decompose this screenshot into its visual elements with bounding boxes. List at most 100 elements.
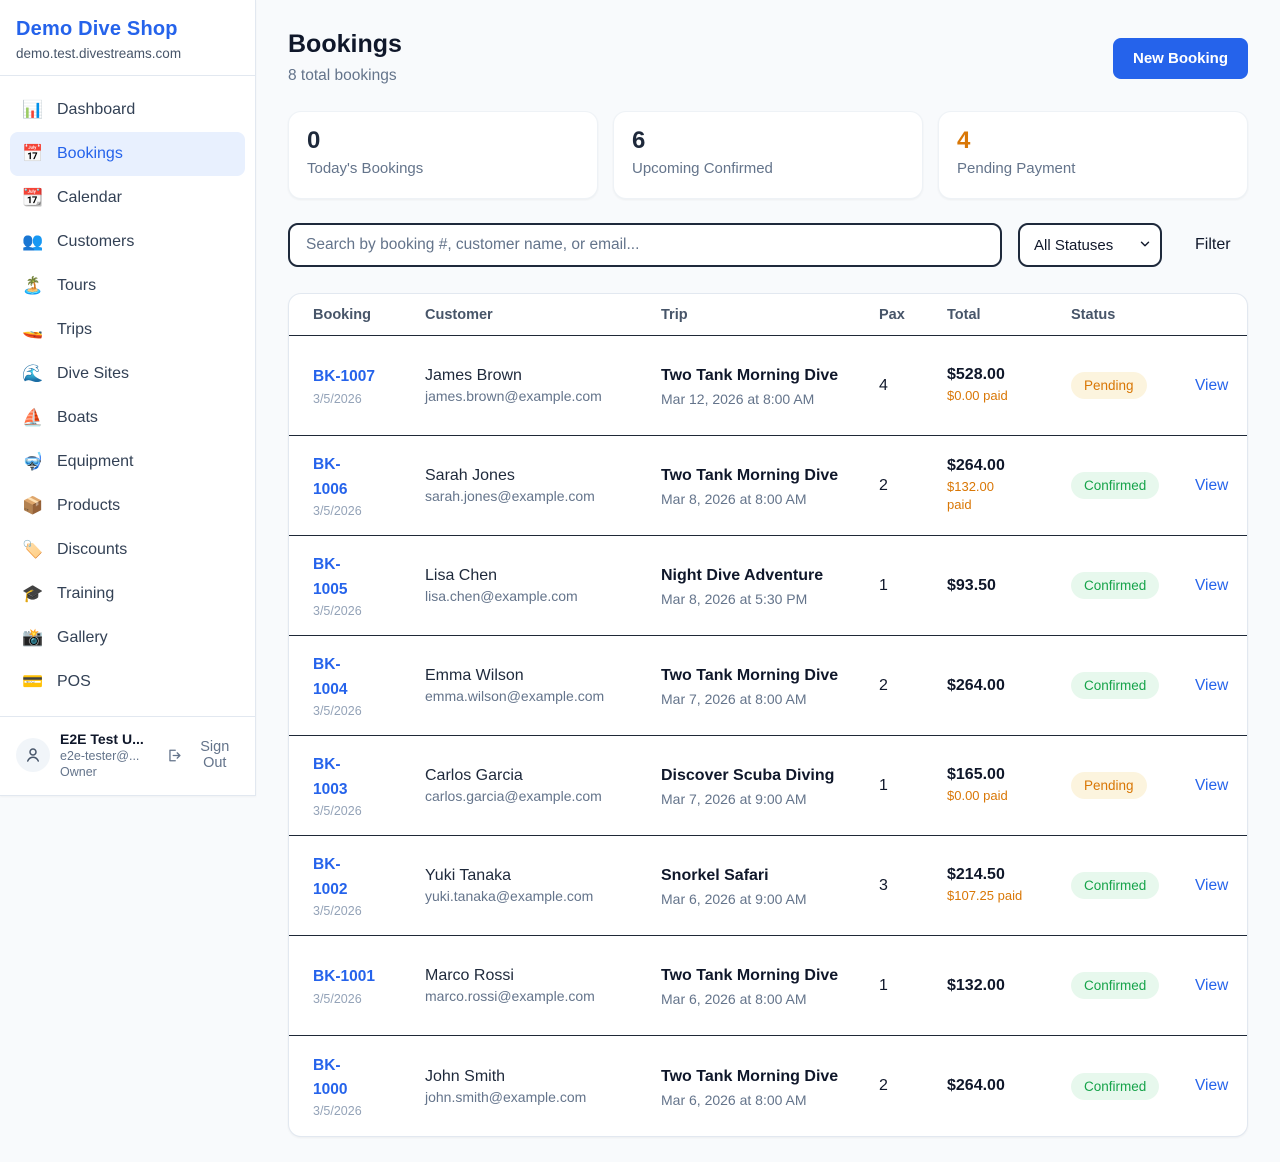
booking-date: 3/5/2026 [313, 803, 362, 818]
booking-date: 3/5/2026 [313, 503, 362, 518]
customer-name: Emma Wilson [425, 667, 524, 684]
view-link[interactable]: View [1195, 476, 1229, 494]
booking-id-link[interactable]: BK- 1003 [313, 756, 348, 798]
booking-id-link[interactable]: BK- 1006 [313, 456, 348, 498]
view-link[interactable]: View [1195, 376, 1229, 394]
sidebar-item-dashboard[interactable]: 📊 Dashboard [10, 88, 245, 132]
trip-cell: Two Tank Morning Dive Mar 6, 2026 at 8:0… [661, 964, 879, 1007]
tag-icon: 🏷️ [22, 540, 44, 559]
sidebar-item-dive-sites[interactable]: 🌊 Dive Sites [10, 352, 245, 396]
sidebar-item-label: Discounts [57, 541, 128, 558]
table-row: BK- 1004 3/5/2026 Emma Wilson emma.wilso… [289, 636, 1247, 736]
sidebar-item-label: Dashboard [57, 101, 136, 118]
sidebar-item-products[interactable]: 📦 Products [10, 484, 245, 528]
total-amount: $528.00 [947, 365, 1005, 383]
total-cell: $132.00 [947, 977, 1071, 995]
table-row: BK- 1005 3/5/2026 Lisa Chen lisa.chen@ex… [289, 536, 1247, 636]
sidebar-item-trips[interactable]: 🚤 Trips [10, 308, 245, 352]
filter-button[interactable]: Filter [1195, 236, 1231, 253]
col-header-customer: Customer [425, 306, 493, 323]
total-amount: $93.50 [947, 576, 996, 594]
status-select[interactable]: All Statuses [1018, 223, 1162, 267]
sidebar-item-training[interactable]: 🎓 Training [10, 572, 245, 616]
search-input[interactable] [288, 223, 1002, 267]
sidebar-item-pos[interactable]: 💳 POS [10, 660, 245, 704]
view-link[interactable]: View [1195, 576, 1229, 594]
trip-cell: Snorkel Safari Mar 6, 2026 at 9:00 AM [661, 864, 879, 907]
sidebar-item-label: Gallery [57, 629, 108, 646]
booking-date: 3/5/2026 [313, 603, 362, 618]
status-cell: Pending [1071, 372, 1195, 399]
view-link[interactable]: View [1195, 776, 1229, 794]
view-link[interactable]: View [1195, 676, 1229, 694]
booking-cell: BK- 1000 3/5/2026 [313, 1054, 425, 1118]
stat-label: Today's Bookings [307, 159, 424, 177]
tear-off-calendar-icon: 📆 [22, 188, 44, 207]
total-amount: $132.00 [947, 976, 1005, 994]
booking-id-link[interactable]: BK- 1004 [313, 656, 348, 698]
trip-name: Two Tank Morning Dive [661, 467, 839, 484]
booking-cell: BK- 1002 3/5/2026 [313, 853, 425, 917]
trip-cell: Two Tank Morning Dive Mar 7, 2026 at 8:0… [661, 664, 879, 707]
sidebar: Demo Dive Shop demo.test.divestreams.com… [0, 0, 256, 796]
paid-amount: $132.00 paid [947, 478, 994, 512]
view-link[interactable]: View [1195, 1077, 1229, 1094]
booking-id-link[interactable]: BK-1007 [313, 368, 376, 386]
booking-date: 3/5/2026 [313, 1104, 362, 1119]
table-row: BK-1007 3/5/2026 James Brown james.brown… [289, 336, 1247, 436]
customer-email: sarah.jones@example.com [425, 488, 595, 504]
stat-value: 0 [307, 127, 321, 154]
total-cell: $165.00 $0.00 paid [947, 766, 1071, 805]
sidebar-item-label: Trips [57, 321, 92, 338]
sidebar-item-boats[interactable]: ⛵ Boats [10, 396, 245, 440]
trip-datetime: Mar 6, 2026 at 8:00 AM [661, 1091, 807, 1108]
user-name: E2E Test U... [60, 731, 144, 747]
trip-datetime: Mar 7, 2026 at 8:00 AM [661, 691, 807, 707]
customer-cell: Lisa Chen lisa.chen@example.com [425, 567, 661, 604]
booking-id-link[interactable]: BK- 1002 [313, 856, 348, 898]
trip-cell: Two Tank Morning Dive Mar 8, 2026 at 8:0… [661, 464, 879, 507]
total-cell: $528.00 $0.00 paid [947, 366, 1071, 405]
booking-id-link[interactable]: BK- 1000 [313, 1056, 348, 1098]
table-row: BK-1001 3/5/2026 Marco Rossi marco.rossi… [289, 936, 1247, 1036]
view-link[interactable]: View [1195, 876, 1229, 894]
package-icon: 📦 [22, 496, 44, 515]
total-cell: $264.00 [947, 677, 1071, 695]
total-cell: $264.00 $132.00 paid [947, 457, 1071, 514]
booking-cell: BK-1007 3/5/2026 [313, 365, 425, 405]
total-amount: $214.50 [947, 865, 1005, 883]
customer-email: lisa.chen@example.com [425, 588, 578, 604]
sidebar-item-customers[interactable]: 👥 Customers [10, 220, 245, 264]
sidebar-item-label: Dive Sites [57, 365, 130, 382]
sidebar-item-calendar[interactable]: 📆 Calendar [10, 176, 245, 220]
user-email: e2e-tester@... [60, 749, 140, 763]
sidebar-nav: 📊 Dashboard 📅 Bookings 📆 Calendar 👥 Customers 🏝️… [0, 76, 255, 716]
booking-id-link[interactable]: BK-1001 [313, 968, 376, 986]
brand-name: Demo Dive Shop [16, 18, 178, 40]
avatar [16, 738, 50, 772]
sidebar-item-label: Bookings [57, 145, 123, 162]
brand-block: Demo Dive Shop demo.test.divestreams.com [0, 0, 255, 76]
view-link[interactable]: View [1195, 976, 1229, 994]
sign-out-button[interactable]: Sign Out [166, 739, 241, 771]
status-badge: Confirmed [1071, 872, 1160, 899]
sidebar-item-discounts[interactable]: 🏷️ Discounts [10, 528, 245, 572]
trip-cell: Discover Scuba Diving Mar 7, 2026 at 9:0… [661, 764, 879, 807]
customer-email: james.brown@example.com [425, 388, 602, 404]
booking-cell: BK-1001 3/5/2026 [313, 965, 425, 1005]
bar-chart-icon: 📊 [22, 100, 44, 119]
table-header-row: Booking Customer Trip Pax Total Status [289, 294, 1247, 336]
trip-name: Two Tank Morning Dive [661, 367, 839, 384]
booking-date: 3/5/2026 [313, 391, 362, 406]
sidebar-item-equipment[interactable]: 🤿 Equipment [10, 440, 245, 484]
table-row: BK- 1003 3/5/2026 Carlos Garcia carlos.g… [289, 736, 1247, 836]
booking-id-link[interactable]: BK- 1005 [313, 556, 348, 598]
trip-datetime: Mar 8, 2026 at 5:30 PM [661, 591, 808, 607]
sidebar-item-label: Equipment [57, 453, 134, 470]
sidebar-item-gallery[interactable]: 📸 Gallery [10, 616, 245, 660]
sidebar-item-tours[interactable]: 🏝️ Tours [10, 264, 245, 308]
booking-date: 3/5/2026 [313, 903, 362, 918]
total-cell: $93.50 [947, 577, 1071, 595]
new-booking-button[interactable]: New Booking [1112, 38, 1248, 79]
sidebar-item-bookings[interactable]: 📅 Bookings [10, 132, 245, 176]
